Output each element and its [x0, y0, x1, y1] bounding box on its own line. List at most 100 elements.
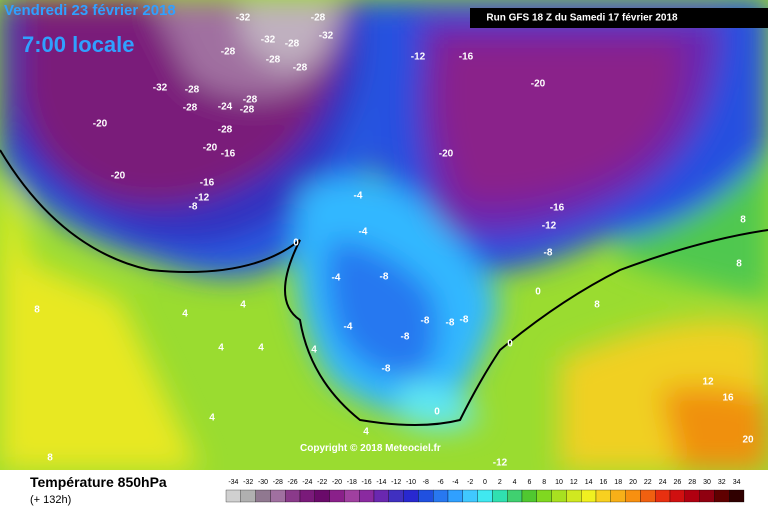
color-swatch [240, 489, 256, 503]
color-swatch [507, 489, 523, 503]
scale-label: 6 [527, 479, 531, 486]
temperature-label: 8 [740, 215, 746, 226]
legend-subtitle: (+ 132h) [30, 494, 71, 506]
temperature-label: -20 [111, 171, 126, 182]
scale-label: 2 [498, 479, 502, 486]
temperature-label: 0 [293, 238, 299, 249]
temperature-label: -8 [382, 364, 391, 375]
temperature-label: -28 [311, 13, 326, 24]
temperature-label: -32 [319, 31, 334, 42]
date-label: Vendredi 23 février 2018 [4, 2, 176, 19]
color-swatch [255, 489, 271, 503]
temperature-label: 4 [258, 343, 264, 354]
color-swatch [225, 489, 241, 503]
temperature-label: -28 [243, 95, 258, 106]
color-swatch [492, 489, 508, 503]
temperature-label: -12 [411, 52, 426, 63]
temperature-label: -4 [359, 227, 368, 238]
color-swatch [462, 489, 478, 503]
scale-label: -4 [452, 479, 458, 486]
temperature-label: 8 [736, 259, 742, 270]
color-swatch [610, 489, 626, 503]
scale-label: 30 [703, 479, 711, 486]
map-labels: -32 -28-32-28-28-32-28-28-32 -28-24-28-28-… [34, 13, 754, 469]
color-swatch [270, 489, 286, 503]
color-swatch [314, 489, 330, 503]
scale-label: -26 [288, 479, 298, 486]
scale-label: -22 [317, 479, 327, 486]
temperature-label: 8 [47, 453, 53, 464]
temperature-field [0, 0, 768, 470]
temperature-label: -20 [531, 79, 546, 90]
scale-label: -32 [243, 479, 253, 486]
temperature-label: -8 [421, 316, 430, 327]
temperature-label: 4 [209, 413, 215, 424]
color-swatch [373, 489, 389, 503]
color-swatch [581, 489, 597, 503]
scale-label: 8 [542, 479, 546, 486]
color-swatch [521, 489, 537, 503]
scale-label: 16 [600, 479, 608, 486]
color-swatch [595, 489, 611, 503]
temperature-label: -12 [195, 193, 210, 204]
color-swatch [625, 489, 641, 503]
copyright: Copyright © 2018 Meteociel.fr [300, 443, 441, 454]
temperature-label: -8 [460, 315, 469, 326]
temperature-label: -8 [401, 332, 410, 343]
color-swatch [536, 489, 552, 503]
legend-title: Température 850hPa [30, 474, 167, 490]
temperature-label: 0 [507, 339, 513, 350]
color-swatch [729, 489, 745, 503]
scale-label: -8 [423, 479, 429, 486]
temperature-label: -16 [221, 149, 236, 160]
temperature-label: 20 [742, 435, 754, 446]
scale-label: 32 [718, 479, 726, 486]
color-swatch [433, 489, 449, 503]
scale-label: 20 [629, 479, 637, 486]
temperature-label: -16 [200, 178, 215, 189]
temperature-label: -24 [218, 102, 233, 113]
temperature-label: -28 [240, 105, 255, 116]
temperature-label: 4 [218, 343, 224, 354]
temperature-label: -28 [185, 85, 200, 96]
color-swatch [388, 489, 404, 503]
color-swatch [655, 489, 671, 503]
temperature-label: -16 [550, 203, 565, 214]
scale-label: -14 [376, 479, 386, 486]
temperature-label: -20 [439, 149, 454, 160]
temperature-label: -12 [493, 458, 508, 469]
temperature-label: 16 [722, 393, 734, 404]
temperature-label: 12 [702, 377, 714, 388]
color-swatch [477, 489, 493, 503]
temperature-label: 4 [311, 345, 317, 356]
temperature-label: 8 [594, 300, 600, 311]
color-swatch [640, 489, 656, 503]
scale-label: -6 [437, 479, 443, 486]
temperature-label: -32 [261, 35, 276, 46]
temperature-label: -8 [189, 202, 198, 213]
scale-label: 12 [570, 479, 578, 486]
color-swatch [551, 489, 567, 503]
time-label: 7:00 locale [22, 32, 135, 57]
temperature-label: -20 [93, 119, 108, 130]
scale-label: 24 [659, 479, 667, 486]
scale-label: -2 [467, 479, 473, 486]
scale-label: 26 [674, 479, 682, 486]
temperature-label: 4 [240, 300, 246, 311]
color-swatch [714, 489, 730, 503]
temperature-label: 0 [434, 407, 440, 418]
temperature-label: 8 [34, 305, 40, 316]
scale-label: -18 [347, 479, 357, 486]
scale-label: 18 [614, 479, 622, 486]
color-scale: -34 -32 -30 -28 -26 -24 -22 -20 -18 -16 -14 -12 -10-… [225, 479, 745, 503]
temperature-label: -12 [542, 221, 557, 232]
temperature-label: -28 [266, 55, 281, 66]
color-swatch [447, 489, 463, 503]
color-swatch [329, 489, 345, 503]
temperature-label: -4 [344, 322, 353, 333]
scale-label: -34 [228, 479, 238, 486]
scale-label: -24 [302, 479, 312, 486]
temperature-label: -20 [203, 143, 218, 154]
